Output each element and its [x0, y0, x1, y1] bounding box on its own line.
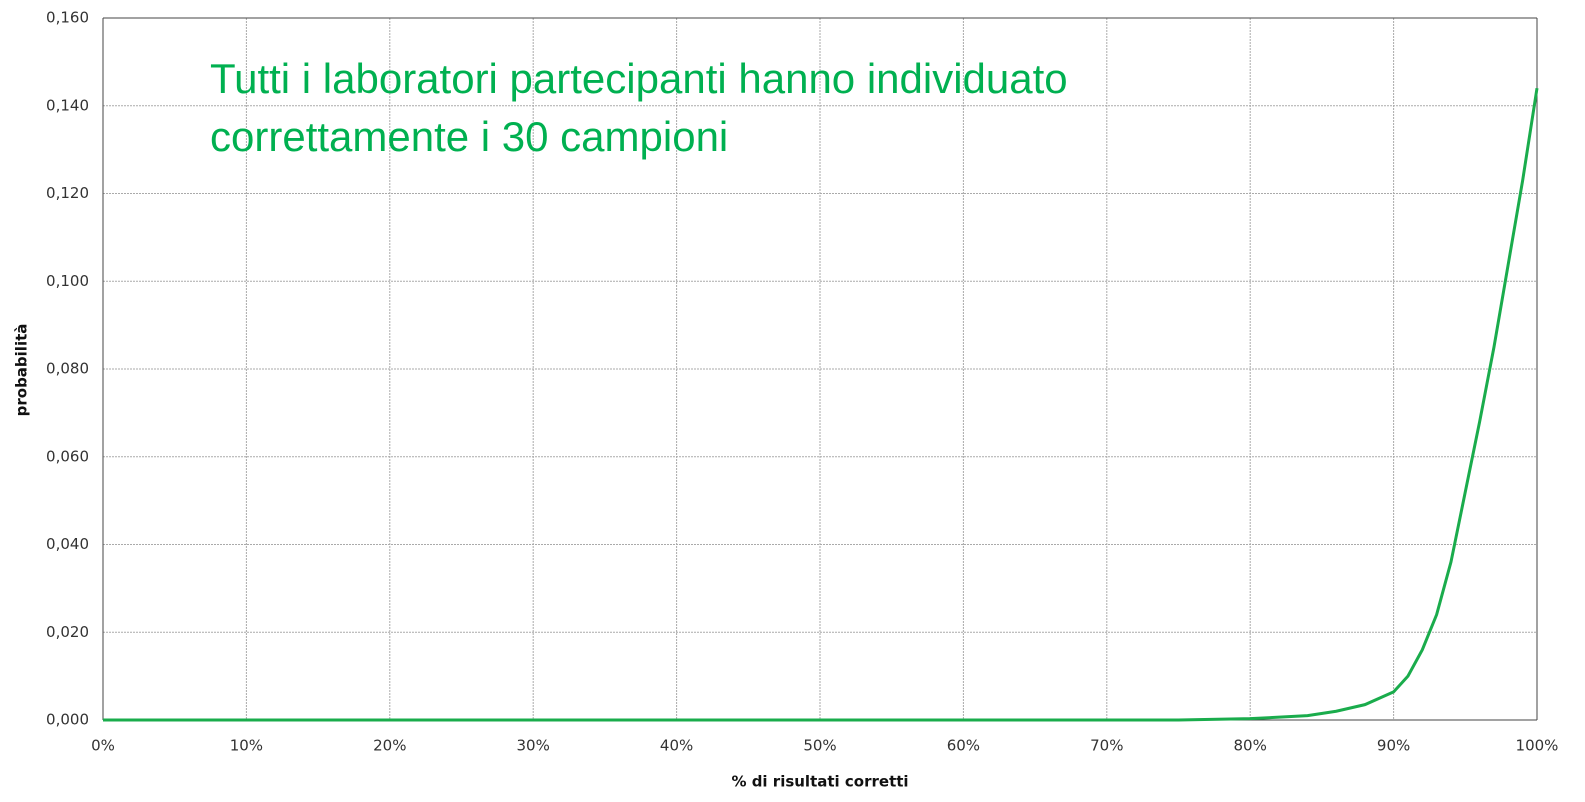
line — [103, 87, 1539, 722]
annotation: correttamente i 30 campioni — [210, 113, 728, 160]
x-tick-label: 10% — [230, 737, 263, 755]
y-axis-label: probabilità — [13, 324, 31, 417]
y-tick-label: 0,140 — [46, 96, 89, 114]
y-tick-label: 0,160 — [46, 9, 89, 27]
x-tick-label: 40% — [660, 737, 693, 755]
y-tick-label: 0,060 — [46, 447, 89, 465]
x-tick-label: 60% — [947, 737, 980, 755]
y-tick-label: 0,120 — [46, 184, 89, 202]
y-tick-label: 0,080 — [46, 360, 89, 378]
y-tick-label: 0,040 — [46, 535, 89, 553]
x-tick-label: 100% — [1516, 737, 1559, 755]
x-tick-label: 30% — [517, 737, 550, 755]
y-tick-label: 0,000 — [46, 711, 89, 729]
x-tick-label: 70% — [1090, 737, 1123, 755]
x-tick-label: 80% — [1234, 737, 1267, 755]
y-tick-label: 0,020 — [46, 623, 89, 641]
annotation: Tutti i laboratori partecipanti hanno in… — [210, 55, 1068, 102]
x-axis-label: % di risultati corretti — [731, 773, 908, 791]
y-tick-label: 0,100 — [46, 272, 89, 290]
x-tick-label: 90% — [1377, 737, 1410, 755]
x-tick-label: 20% — [373, 737, 406, 755]
x-tick-label: 50% — [803, 737, 836, 755]
x-tick-label: 0% — [91, 737, 115, 755]
